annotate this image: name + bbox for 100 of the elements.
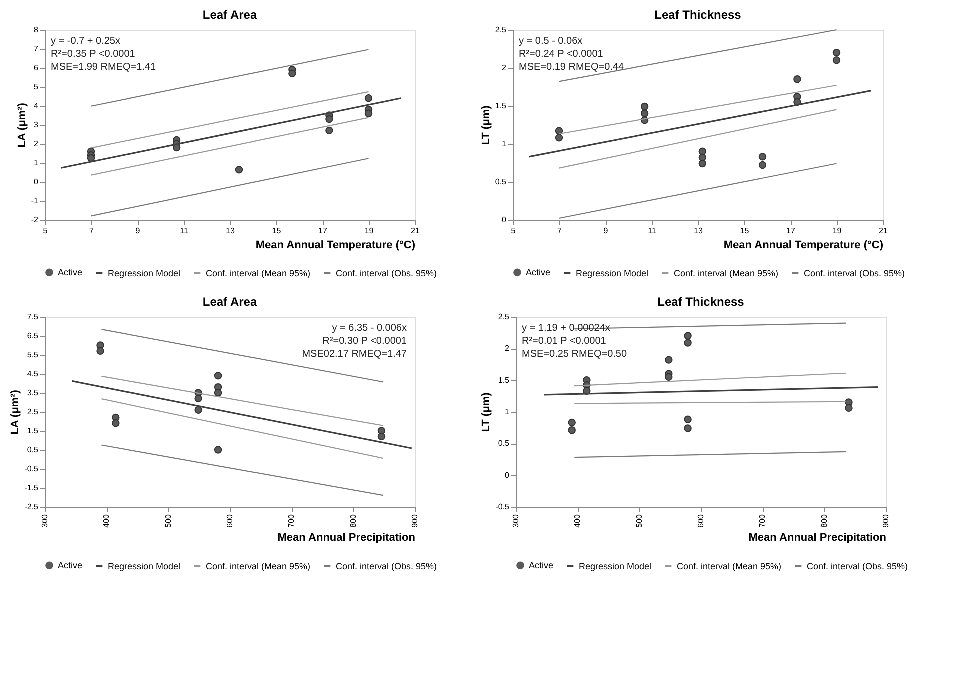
x-tick-label: 15 [740, 226, 750, 236]
y-tick-label: 0.5 [498, 439, 510, 448]
legend-label: Conf. interval (Mean 95%) [206, 561, 311, 572]
annotation: MSE=1.99 RMEQ=1.41 [51, 62, 156, 73]
y-tick-label: 4.5 [27, 370, 40, 378]
x-axis-title: Mean Annual Precipitation [748, 532, 887, 544]
x-tick-label: 900 [882, 514, 890, 528]
x-axis-title: Mean Annual Temperature (°C) [724, 240, 884, 252]
annotation: MSE=0.19 RMEQ=0.44 [519, 62, 624, 73]
legend-label: Active [58, 560, 83, 571]
x-axis-title: Mean Annual Temperature (°C) [256, 240, 416, 252]
y-tick-label: -0.5 [496, 502, 510, 512]
y-tick-label: 0.5 [495, 178, 508, 186]
annotation: MSE=0.25 RMEQ=0.50 [522, 349, 628, 360]
legend-label: Conf. interval (Obs. 95%) [804, 268, 906, 278]
x-axis-title: Mean Annual Precipitation [278, 532, 416, 544]
legend-label: Conf. interval (Mean 95%) [206, 268, 311, 278]
x-tick-label: 300 [40, 514, 50, 528]
x-tick-label: 500 [634, 514, 644, 528]
legend-label: Conf. interval (Mean 95%) [674, 268, 779, 278]
y-tick-label: 3.5 [27, 388, 40, 398]
y-tick-label: 0 [34, 178, 40, 186]
x-tick-label: 19 [832, 226, 842, 236]
y-axis-title: LT (μm) [480, 392, 493, 432]
y-tick-label: 6 [34, 64, 40, 72]
x-tick-label: 600 [696, 514, 706, 528]
x-tick-label: 13 [694, 226, 704, 236]
y-tick-label: -0.5 [24, 464, 40, 474]
x-tick-label: 600 [226, 514, 234, 528]
annotation: R²=0.35 P <0.0001 [51, 49, 136, 60]
annotation: y = -0.7 + 0.25x [51, 36, 120, 47]
x-tick-label: 400 [573, 514, 582, 528]
y-tick-label: 0 [505, 470, 510, 480]
x-tick-label: 5 [511, 226, 516, 236]
y-tick-label: -2.5 [24, 502, 40, 512]
legend-label: Regression Model [576, 268, 649, 278]
x-tick-label: 21 [879, 226, 888, 236]
y-tick-label: 1.5 [27, 426, 40, 436]
x-tick-label: 800 [820, 514, 829, 528]
y-tick-label: -1 [31, 196, 40, 206]
y-tick-label: 5 [34, 82, 40, 92]
y-tick-label: 1.5 [495, 102, 508, 110]
chart-title: Leaf Area [202, 295, 258, 309]
x-tick-label: 400 [102, 514, 112, 528]
legend-label: Active [526, 268, 551, 278]
y-tick-label: 7 [34, 44, 40, 54]
y-tick-label: 6.5 [27, 332, 40, 340]
annotation: R²=0.01 P <0.0001 [522, 336, 607, 347]
y-tick-label: 1 [505, 408, 510, 416]
x-tick-label: 21 [411, 226, 420, 236]
legend-label: Conf. interval (Obs. 95%) [336, 561, 438, 572]
legend-label: Conf. interval (Obs. 95%) [807, 561, 908, 572]
x-tick-label: 17 [318, 226, 328, 236]
chart-title: Leaf Thickness [658, 295, 745, 309]
y-tick-label: 7.5 [27, 312, 40, 322]
y-tick-label: 3 [34, 120, 40, 130]
x-tick-label: 17 [786, 226, 796, 236]
y-tick-label: -1.5 [24, 484, 40, 492]
annotation: y = 6.35 - 0.006x [332, 323, 407, 334]
y-tick-label: 2.5 [495, 26, 508, 34]
x-tick-label: 7 [90, 226, 95, 236]
x-tick-label: 5 [43, 226, 48, 236]
legend-label: Regression Model [579, 561, 652, 572]
y-tick-label: 0.5 [27, 446, 40, 454]
y-axis-title: LA (μm²) [16, 102, 28, 148]
y-tick-label: 4 [34, 102, 40, 110]
legend-label: Regression Model [108, 268, 181, 278]
y-tick-label: 8 [34, 26, 40, 34]
y-tick-label: 5.5 [27, 350, 40, 360]
y-tick-label: 2.5 [27, 408, 40, 416]
x-tick-label: 9 [604, 226, 609, 236]
x-tick-label: 19 [364, 226, 374, 236]
annotation: MSE02.17 RMEQ=1.47 [302, 349, 408, 360]
y-axis-title: LA (μm²) [10, 390, 22, 435]
y-tick-label: 0 [502, 216, 508, 224]
legend-label: Active [58, 268, 83, 278]
x-tick-label: 700 [287, 514, 296, 528]
legend-label: Conf. interval (Obs. 95%) [336, 268, 438, 278]
x-tick-label: 900 [410, 514, 420, 528]
x-tick-label: 700 [758, 514, 768, 528]
y-tick-label: 2 [34, 140, 40, 148]
chart-title: Leaf Area [202, 8, 258, 22]
y-tick-label: -2 [31, 216, 40, 224]
x-tick-label: 500 [164, 514, 173, 528]
x-tick-label: 15 [272, 226, 282, 236]
legend-label: Regression Model [108, 561, 181, 572]
y-tick-label: 2 [505, 344, 510, 354]
annotation: R²=0.24 P <0.0001 [519, 49, 604, 60]
legend-label: Conf. interval (Mean 95%) [677, 561, 782, 572]
x-tick-label: 11 [180, 226, 189, 236]
legend-label: Active [529, 560, 554, 571]
chart-title: Leaf Thickness [654, 8, 742, 22]
x-tick-label: 11 [648, 226, 657, 236]
y-axis-title: LT (μm) [480, 105, 492, 146]
y-tick-label: 1 [502, 140, 508, 148]
y-tick-label: 2 [502, 64, 508, 72]
y-tick-label: 1.5 [498, 376, 510, 385]
y-tick-label: 2.5 [498, 312, 510, 322]
x-tick-label: 7 [558, 226, 563, 236]
x-tick-label: 800 [348, 514, 358, 528]
